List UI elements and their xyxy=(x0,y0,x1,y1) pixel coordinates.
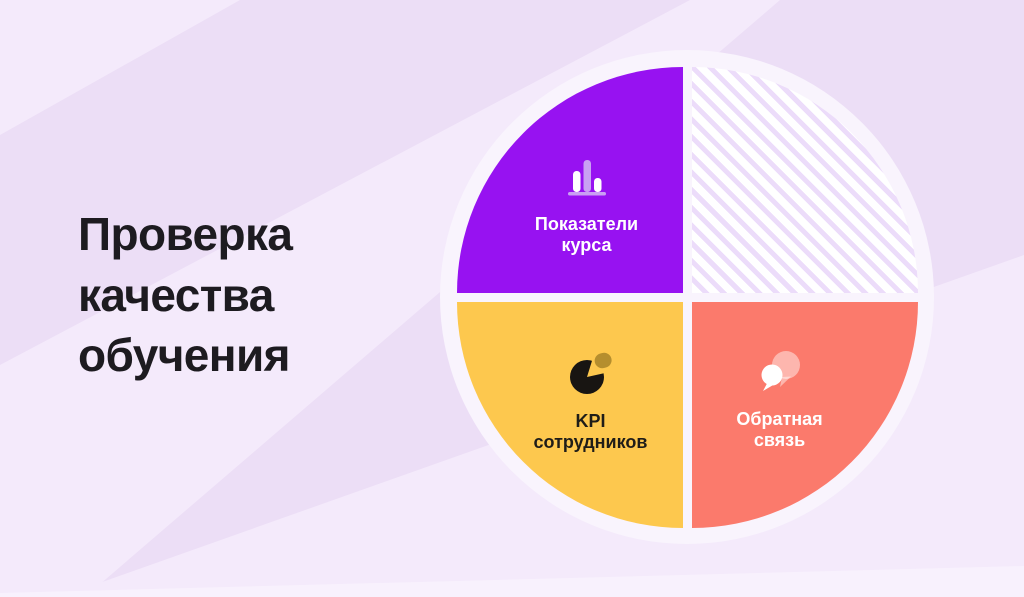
quadrant-content: Обратная связь xyxy=(698,348,862,453)
chat-bubbles-icon xyxy=(757,348,803,397)
pie-chart-icon xyxy=(568,350,614,401)
light-sliver-bottom xyxy=(0,566,1024,597)
quadrant-label: Показатели курса xyxy=(534,213,639,256)
light-ray-top-left xyxy=(0,0,240,135)
quadrant-striped-empty xyxy=(691,66,918,293)
quadrant-label: KPI сотрудников xyxy=(533,410,648,453)
quality-check-wheel: Показатели курса KPI сотрудников xyxy=(440,50,934,544)
quadrant-feedback: Обратная связь xyxy=(691,301,918,528)
quadrant-content: Показатели курса xyxy=(505,151,669,258)
wheel-ring xyxy=(440,50,934,544)
bar-chart-icon xyxy=(566,151,608,202)
quadrant-course-metrics: Показатели курса xyxy=(456,66,683,293)
quadrant-content: KPI сотрудников xyxy=(509,350,673,455)
quadrant-employee-kpi: KPI сотрудников xyxy=(456,301,683,528)
page-title: Проверка качества обучения xyxy=(78,208,293,382)
quadrant-label: Обратная связь xyxy=(736,408,823,451)
